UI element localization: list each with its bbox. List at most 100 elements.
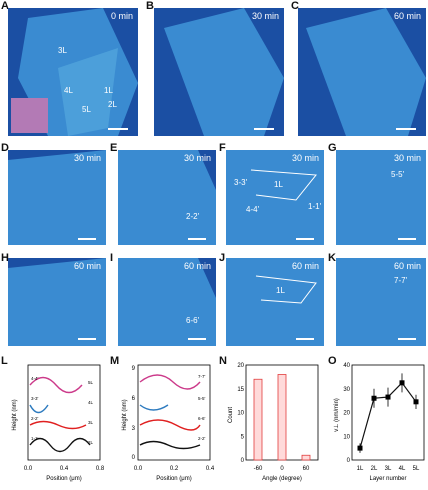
tick: 30 xyxy=(343,387,350,393)
series-label: 7-7' xyxy=(198,374,206,379)
panel-letter-a: A xyxy=(1,0,9,12)
tick: 0 xyxy=(241,458,245,464)
panel-j: 60 min 1L xyxy=(226,258,324,346)
tick: 0 xyxy=(280,466,284,472)
panel-g: 30 min 5-5' xyxy=(336,150,426,245)
panel-letter-n: N xyxy=(219,355,227,367)
layer-label: 1L xyxy=(104,86,113,95)
series-label: 6-6' xyxy=(198,416,206,421)
cut-label: 7-7' xyxy=(394,276,408,285)
scale-bar xyxy=(108,128,128,130)
layer-label: 5L xyxy=(88,380,94,385)
cut-label: 5-5' xyxy=(391,170,405,179)
panel-letter-f: F xyxy=(219,142,226,154)
tick: -60 xyxy=(254,466,263,472)
panel-letter-j: J xyxy=(219,252,226,264)
panel-letter-m: M xyxy=(110,355,120,367)
chart-n-xlabel: Angle (degree) xyxy=(262,476,302,482)
chart-o-xlabel: Layer number xyxy=(369,476,406,482)
scale-bar xyxy=(254,128,274,130)
time-label: 60 min xyxy=(393,11,421,21)
panel-letter-l: L xyxy=(1,355,8,367)
tick: 0.8 xyxy=(96,466,105,472)
tick: 4L xyxy=(399,466,406,472)
chart-o-ylabel: v⊥ (nm/min) xyxy=(333,398,340,432)
scale-bar xyxy=(398,238,416,240)
panel-i: 60 min 6-6' xyxy=(118,258,216,346)
panel-a: 0 min 3L 4L 5L 1L 2L xyxy=(8,8,138,136)
scale-bar xyxy=(296,338,314,340)
panel-c: 60 min xyxy=(298,8,426,136)
series-label: 1-1' xyxy=(31,436,39,441)
scale-bar xyxy=(78,338,96,340)
bar xyxy=(253,378,263,461)
tick: 0 xyxy=(347,458,351,464)
time-label: 30 min xyxy=(183,153,211,163)
region-label: 1L xyxy=(276,286,285,295)
panel-letter-d: D xyxy=(1,142,9,154)
tick: 0.2 xyxy=(170,466,179,472)
tick: 0 xyxy=(132,455,136,461)
plot-m-ylabel: Height (nm) xyxy=(122,399,128,430)
bar xyxy=(301,454,311,461)
panel-e: 30 min 2-2' xyxy=(118,150,216,245)
chart-n: Count Angle (degree) 0 5 10 15 20 -60 0 60 xyxy=(228,363,319,482)
panel-h: 60 min xyxy=(8,258,106,346)
data-point xyxy=(413,399,419,405)
tick: 0.4 xyxy=(206,466,215,472)
tick: 9 xyxy=(132,366,136,372)
cut-label: 6-6' xyxy=(186,316,200,325)
layer-label: 2L xyxy=(108,100,117,109)
panel-d: 30 min xyxy=(8,150,106,245)
tick: 40 xyxy=(343,363,350,369)
series-label: 2-2' xyxy=(198,436,206,441)
tick: 5 xyxy=(241,434,245,440)
cut-label: 1-1' xyxy=(308,202,322,211)
scale-bar xyxy=(296,238,314,240)
tick: 2L xyxy=(371,466,378,472)
layer-label: 4L xyxy=(88,400,94,405)
layer-label: 5L xyxy=(82,105,91,114)
tick: 3L xyxy=(385,466,392,472)
time-label: 30 min xyxy=(291,153,319,163)
tick: 20 xyxy=(343,411,350,417)
tick: 0.4 xyxy=(60,466,69,472)
series-label: 5-5' xyxy=(198,396,206,401)
chart-n-ylabel: Count xyxy=(228,407,234,423)
cut-label: 2-2' xyxy=(186,212,200,221)
panel-letter-e: E xyxy=(110,142,118,154)
panel-letter-b: B xyxy=(146,0,154,12)
series-label: 3-3' xyxy=(31,396,39,401)
data-point xyxy=(399,380,405,386)
tick: 10 xyxy=(237,411,244,417)
data-point xyxy=(385,394,391,400)
data-point xyxy=(371,395,377,401)
tick: 15 xyxy=(237,387,244,393)
series-label: 4-4' xyxy=(31,376,39,381)
cut-label: 3-3' xyxy=(234,178,248,187)
scale-bar xyxy=(398,338,416,340)
scale-bar xyxy=(78,238,96,240)
chart-o: v⊥ (nm/min) Layer number 0 10 20 30 40 1L 2L 3L… xyxy=(333,363,425,482)
tick: 1L xyxy=(357,466,364,472)
tick: 10 xyxy=(343,434,350,440)
tick: 60 xyxy=(303,466,310,472)
layer-label: 3L xyxy=(88,420,94,425)
plot-m-xlabel: Position (μm) xyxy=(156,476,191,482)
tick: 3 xyxy=(132,426,136,432)
time-label: 60 min xyxy=(73,261,101,271)
series-label: 2-2' xyxy=(31,416,39,421)
scale-bar xyxy=(188,238,206,240)
bar xyxy=(277,374,287,461)
tick: 6 xyxy=(132,396,136,402)
plot-l-ylabel: Height (nm) xyxy=(12,399,18,430)
time-label: 0 min xyxy=(110,11,133,21)
scale-bar xyxy=(188,338,206,340)
panel-letter-g: G xyxy=(328,142,337,154)
scale-bar xyxy=(396,128,416,130)
panel-k: 60 min 7-7' xyxy=(336,258,426,346)
time-label: 30 min xyxy=(73,153,101,163)
time-label: 60 min xyxy=(183,261,211,271)
panel-letter-i: I xyxy=(110,252,114,264)
